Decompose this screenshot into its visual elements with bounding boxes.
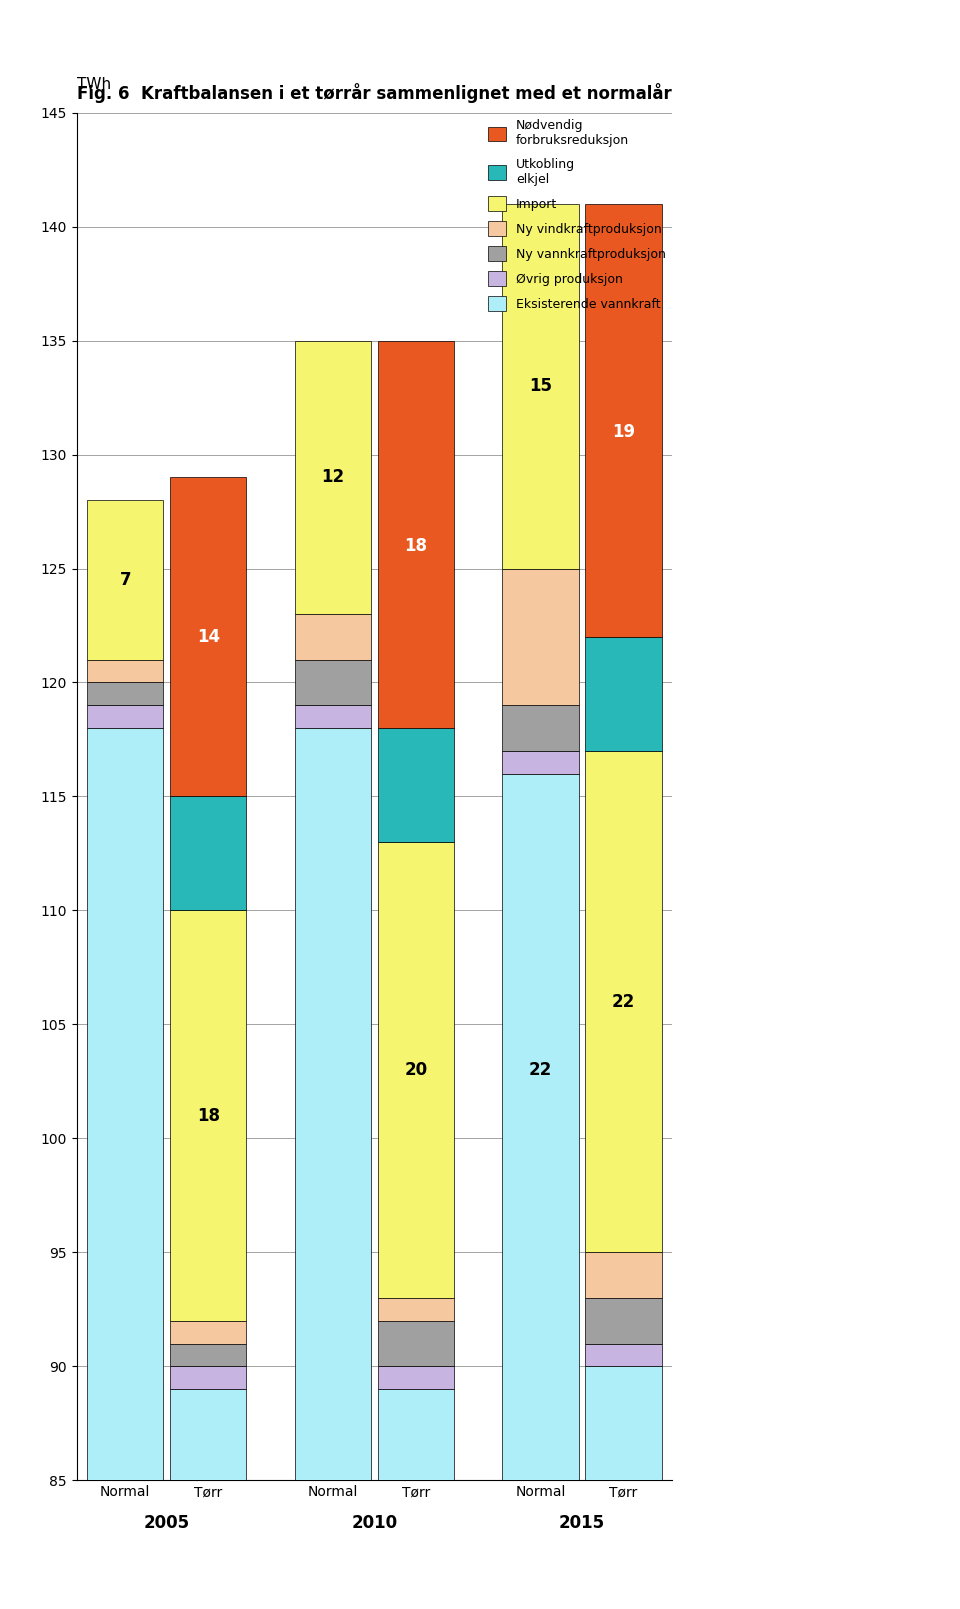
Text: 2015: 2015 bbox=[559, 1514, 605, 1532]
Text: 12: 12 bbox=[322, 468, 345, 486]
Bar bbox=[170, 1366, 247, 1389]
Bar bbox=[87, 500, 163, 660]
Bar bbox=[378, 1321, 454, 1366]
Bar bbox=[586, 637, 661, 751]
Bar bbox=[87, 727, 163, 1480]
Bar bbox=[502, 774, 579, 1480]
Bar bbox=[170, 796, 247, 911]
Bar bbox=[170, 1389, 247, 1480]
Bar bbox=[586, 751, 661, 1252]
Text: 15: 15 bbox=[529, 377, 552, 396]
Text: 22: 22 bbox=[529, 1060, 552, 1080]
Bar bbox=[502, 204, 579, 568]
Bar bbox=[170, 911, 247, 1321]
Bar bbox=[170, 1344, 247, 1366]
Text: 22: 22 bbox=[612, 993, 636, 1010]
Text: 14: 14 bbox=[197, 628, 220, 645]
Bar bbox=[295, 615, 371, 660]
Bar bbox=[378, 1389, 454, 1480]
Bar bbox=[378, 1298, 454, 1321]
Bar bbox=[295, 727, 371, 1480]
Bar bbox=[170, 1321, 247, 1344]
Bar bbox=[586, 1252, 661, 1298]
Text: 2005: 2005 bbox=[144, 1514, 190, 1532]
Bar bbox=[586, 1344, 661, 1366]
Text: TWh: TWh bbox=[77, 77, 111, 92]
Bar bbox=[378, 727, 454, 842]
Bar bbox=[87, 660, 163, 682]
Text: 18: 18 bbox=[197, 1107, 220, 1125]
Text: 7: 7 bbox=[119, 571, 132, 589]
Bar bbox=[295, 705, 371, 727]
Bar bbox=[378, 341, 454, 727]
Bar bbox=[87, 705, 163, 727]
Bar bbox=[586, 1366, 661, 1480]
Bar bbox=[502, 705, 579, 751]
Bar bbox=[378, 842, 454, 1298]
Text: 18: 18 bbox=[404, 537, 427, 555]
Bar bbox=[170, 478, 247, 796]
Bar bbox=[502, 751, 579, 774]
Bar bbox=[295, 660, 371, 705]
Text: 20: 20 bbox=[404, 1060, 427, 1080]
Bar bbox=[502, 568, 579, 705]
Text: 19: 19 bbox=[612, 423, 636, 441]
Text: Fig. 6  Kraftbalansen i et tørrår sammenlignet med et normalår: Fig. 6 Kraftbalansen i et tørrår sammenl… bbox=[77, 82, 672, 103]
Text: 2010: 2010 bbox=[351, 1514, 397, 1532]
Bar bbox=[586, 204, 661, 637]
Bar bbox=[586, 1298, 661, 1344]
Bar bbox=[378, 1366, 454, 1389]
Bar bbox=[295, 341, 371, 615]
Bar bbox=[87, 682, 163, 705]
Legend: Nødvendig
forbruksreduksjon, Utkobling
elkjel, Import, Ny vindkraftproduksjon, N: Nødvendig forbruksreduksjon, Utkobling e… bbox=[489, 119, 665, 311]
